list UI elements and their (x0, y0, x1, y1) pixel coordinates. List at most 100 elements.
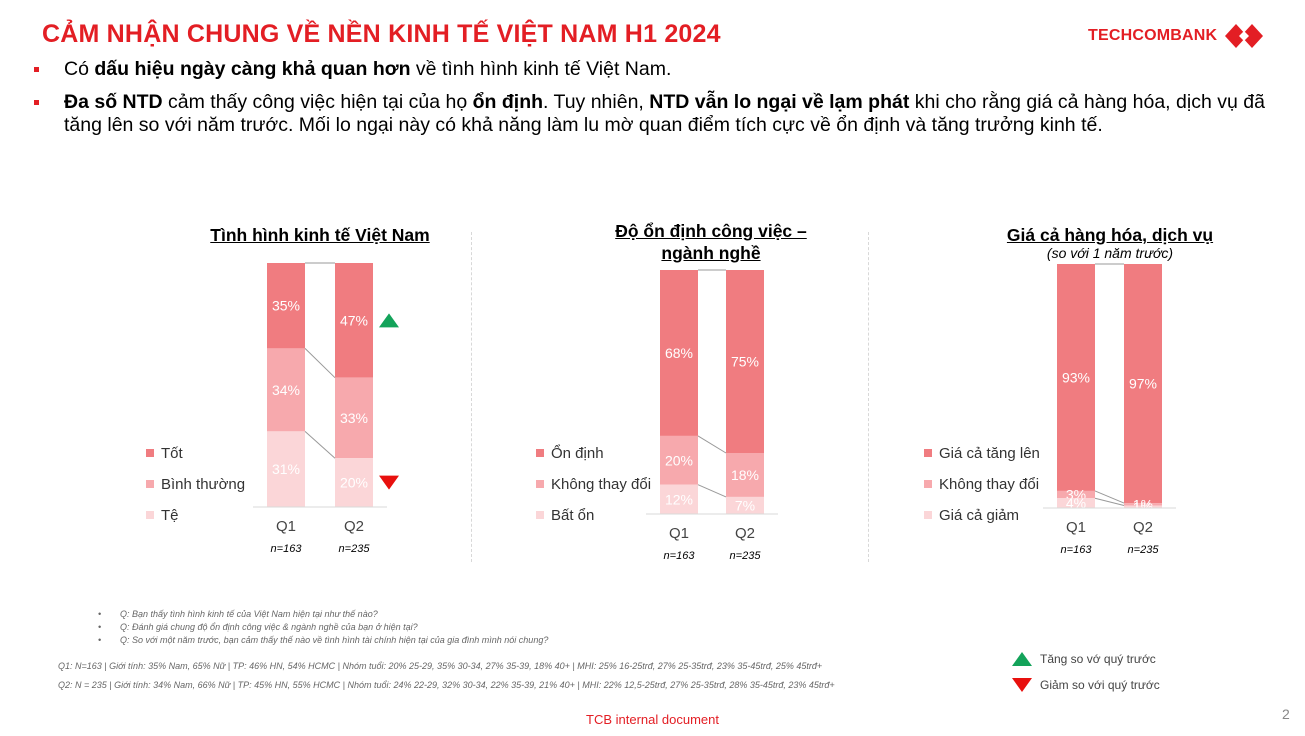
legend-swatch (146, 480, 154, 488)
data-label: 12% (665, 491, 693, 507)
bar-segment (267, 263, 305, 349)
category-label: Q1 (276, 518, 296, 535)
bullet-square-icon (34, 67, 39, 72)
chart-2-title: Độ ổn định công việc – ngành nghề (615, 221, 807, 263)
divider (868, 232, 869, 562)
bullet-2: Đa số NTD cảm thấy công việc hiện tại củ… (30, 91, 1270, 137)
connector-line (697, 435, 727, 454)
data-label: 31% (272, 461, 300, 477)
bar-segment (1057, 490, 1095, 499)
data-label: 68% (665, 345, 693, 361)
diamond-logo-icon (1225, 24, 1264, 48)
footer-text: TCB internal document (586, 712, 719, 727)
category-label: Q2 (1133, 519, 1153, 536)
data-label: 34% (272, 382, 300, 398)
note-item: Q: So với một năm trước, bạn cảm thấy th… (98, 634, 548, 647)
chart-3-title: Giá cả hàng hóa, dịch vụ (1006, 225, 1214, 245)
connector-line (1094, 490, 1125, 504)
question-notes: Q: Bạn thấy tình hình kinh tế của Việt N… (98, 608, 548, 647)
legend-item: Không thay đổi (536, 474, 651, 494)
bar-segment (335, 458, 373, 507)
bar-segment (1124, 505, 1162, 508)
data-label: 35% (272, 298, 300, 314)
triangle-up-icon (1012, 652, 1032, 666)
chart-3-legend: Giá cả tăng lên Không thay đổi Giá cả gi… (924, 443, 1040, 536)
bar-segment (1124, 503, 1162, 506)
legend-swatch (146, 449, 154, 457)
category-label: Q1 (669, 525, 689, 542)
legend-swatch (536, 511, 544, 519)
connector-line (304, 348, 336, 379)
legend-item: Bình thường (146, 474, 245, 494)
bar-segment (267, 431, 305, 507)
bar-segment (1124, 264, 1162, 504)
bar-segment (726, 496, 764, 514)
chart-3-subtitle: (so với 1 năm trước) (1046, 245, 1174, 261)
triangle-down-icon (379, 475, 399, 490)
bar-segment (335, 377, 373, 459)
techcombank-logo: TECHCOMBANK (1088, 24, 1264, 48)
legend-swatch (924, 449, 932, 457)
connector-line (697, 484, 727, 498)
data-label: 7% (735, 497, 755, 513)
key-increase: Tăng so vớ quý trước (1012, 652, 1156, 666)
connector-line (1094, 497, 1125, 507)
data-label: 97% (1129, 376, 1157, 392)
sample-size-label: n=235 (730, 550, 762, 562)
chart-2-legend: Ổn định Không thay đổi Bất ổn (536, 443, 651, 536)
category-label: Q1 (1066, 519, 1086, 536)
bar-segment (335, 263, 373, 378)
sample-size-label: n=235 (339, 543, 371, 555)
legend-item: Ổn định (536, 443, 651, 463)
bar-segment (660, 270, 698, 436)
sample-size-label: n=163 (664, 550, 696, 562)
sample-size-label: n=235 (1128, 544, 1160, 556)
triangle-up-icon (379, 313, 399, 328)
note-item: Q: Bạn thấy tình hình kinh tế của Việt N… (98, 608, 548, 621)
legend-item: Giá cả giảm (924, 505, 1040, 525)
connector-line (304, 430, 336, 459)
legend-item: Bất ổn (536, 505, 651, 525)
legend-item: Tệ (146, 505, 245, 525)
divider (471, 232, 472, 562)
data-label: 47% (340, 312, 368, 328)
logo-text: TECHCOMBANK (1088, 27, 1218, 44)
data-label: 75% (731, 354, 759, 370)
chart-1-legend: Tốt Bình thường Tệ (146, 443, 245, 536)
bullet-square-icon (34, 100, 39, 105)
sample-meta-q1: Q1: N=163 | Giới tính: 35% Nam, 65% Nữ |… (58, 661, 823, 671)
legend-swatch (924, 480, 932, 488)
summary-bullets: Có dấu hiệu ngày càng khả quan hơn về tì… (30, 58, 1270, 147)
bar-segment (726, 270, 764, 453)
data-label: 18% (731, 467, 759, 483)
data-label: 33% (340, 410, 368, 426)
legend-swatch (146, 511, 154, 519)
data-label: 20% (665, 452, 693, 468)
sample-size-label: n=163 (271, 543, 303, 555)
data-label: 93% (1062, 369, 1090, 385)
note-item: Q: Đánh giá chung độ ổn định công việc &… (98, 621, 548, 634)
legend-swatch (536, 480, 544, 488)
sample-size-label: n=163 (1061, 544, 1093, 556)
page-title: CẢM NHẬN CHUNG VỀ NỀN KINH TẾ VIỆT NAM H… (42, 20, 721, 48)
key-decrease: Giảm so với quý trước (1012, 678, 1160, 692)
page-number: 2 (1282, 706, 1290, 722)
bullet-1: Có dấu hiệu ngày càng khả quan hơn về tì… (30, 58, 1270, 81)
legend-item: Không thay đổi (924, 474, 1040, 494)
bar-segment (1057, 264, 1095, 491)
legend-item: Giá cả tăng lên (924, 443, 1040, 463)
bar-segment (660, 435, 698, 485)
data-label: 1% (1133, 499, 1153, 515)
bar-segment (267, 348, 305, 432)
triangle-down-icon (1012, 678, 1032, 692)
chart-1-title: Tình hình kinh tế Việt Nam (210, 225, 430, 245)
legend-item: Tốt (146, 443, 245, 463)
bar-segment (1057, 498, 1095, 508)
bar-segment (660, 484, 698, 514)
data-label: 20% (340, 475, 368, 491)
data-label: 4% (1066, 495, 1086, 511)
legend-swatch (536, 449, 544, 457)
category-label: Q2 (344, 518, 364, 535)
legend-swatch (924, 511, 932, 519)
